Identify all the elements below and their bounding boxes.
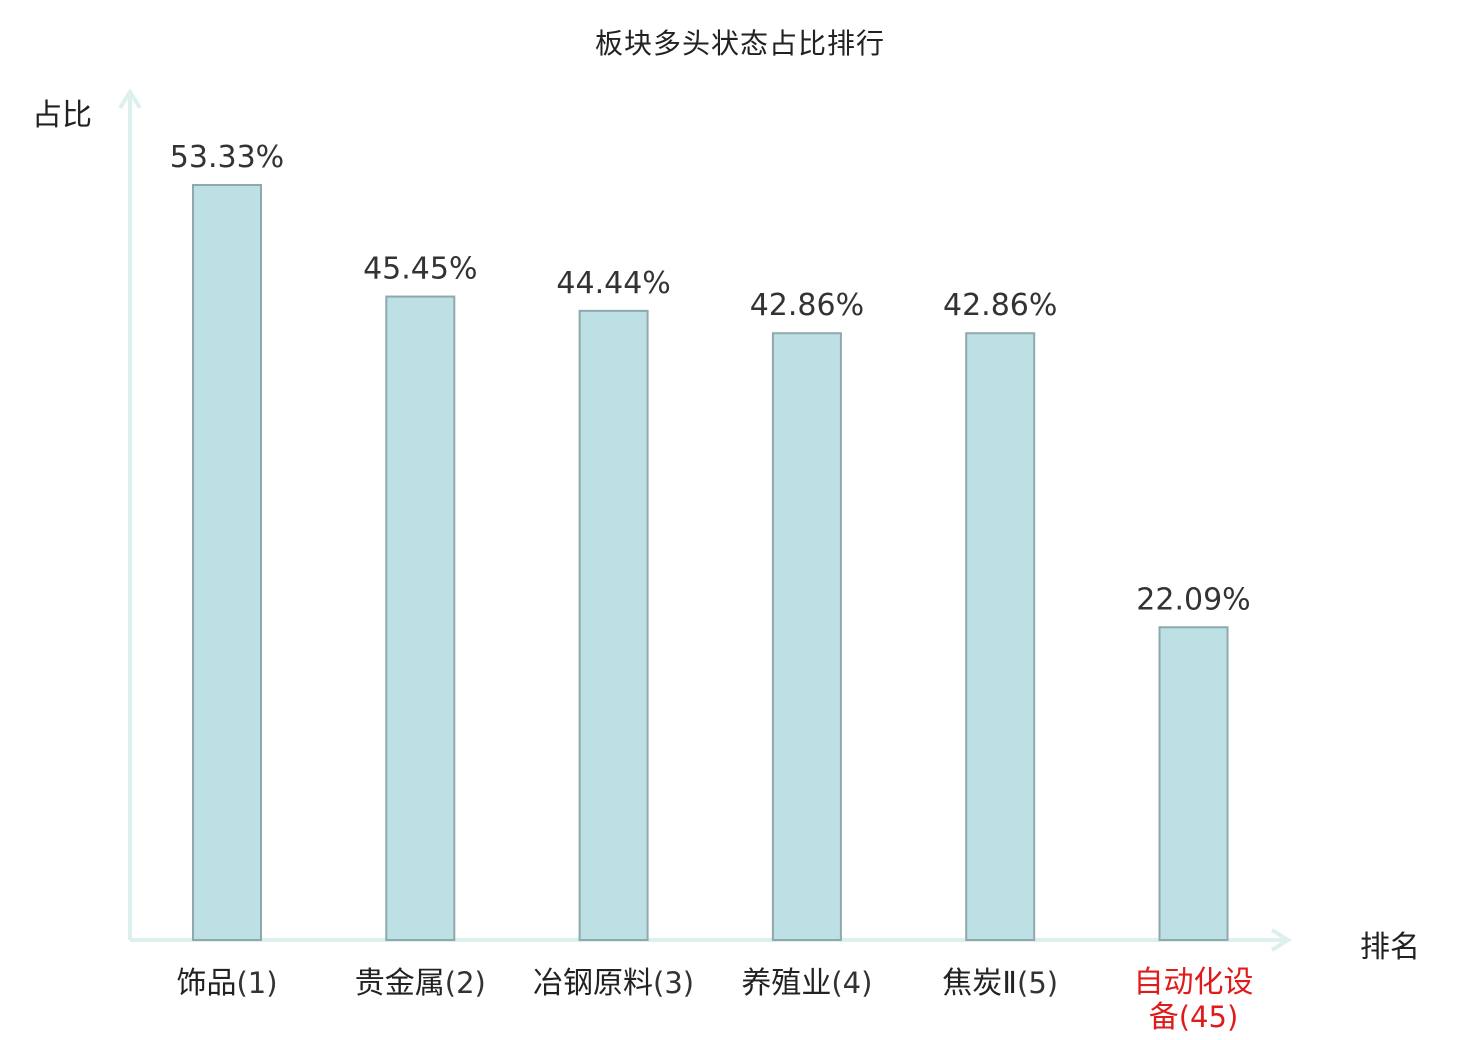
x-axis-label: 排名 [1360, 930, 1420, 965]
bar [578, 309, 649, 941]
category-label: 养殖业(4) [707, 966, 907, 1001]
chart-title: 板块多头状态占比排行 [594, 27, 885, 60]
category-rank: (4) [831, 966, 873, 1000]
category-rank: (3) [653, 966, 695, 1000]
category-name: 养殖业 [741, 966, 832, 1001]
value-label: 22.09% [1136, 582, 1250, 617]
value-label: 45.45% [363, 252, 477, 287]
value-label: 44.44% [556, 266, 670, 301]
y-axis-arrow [118, 88, 142, 110]
axes [118, 88, 1292, 952]
category-name: 冶钢原料 [533, 966, 654, 1001]
category-name: 饰品 [176, 966, 237, 1001]
x-axis-arrow [1270, 928, 1292, 952]
bar [385, 295, 456, 941]
bars [192, 184, 1229, 942]
category-label: 自动化设备(45) [1124, 966, 1264, 1035]
category-name: 贵金属 [354, 966, 445, 1001]
category-name: 焦炭Ⅱ [942, 966, 1018, 1001]
bar [965, 332, 1036, 941]
category-label: 饰品(1) [127, 966, 327, 1001]
bar [771, 332, 842, 941]
category-rank: (45) [1178, 1000, 1239, 1034]
value-label: 42.86% [943, 288, 1057, 323]
value-labels: 53.33% 45.45% 44.44% 42.86% 42.86% 22.09% [170, 140, 1251, 617]
y-axis-label: 占比 [32, 98, 92, 133]
category-label: 焦炭Ⅱ(5) [900, 966, 1100, 1001]
category-name: 自动化设备 [1133, 965, 1254, 1035]
value-label: 53.33% [170, 140, 284, 175]
value-label: 42.86% [750, 288, 864, 323]
category-rank: (5) [1017, 966, 1059, 1000]
bar [1158, 626, 1229, 942]
category-rank: (2) [444, 966, 486, 1000]
category-label: 贵金属(2) [320, 966, 520, 1001]
category-rank: (1) [236, 966, 278, 1000]
category-label: 冶钢原料(3) [514, 966, 714, 1001]
bar [192, 184, 262, 941]
